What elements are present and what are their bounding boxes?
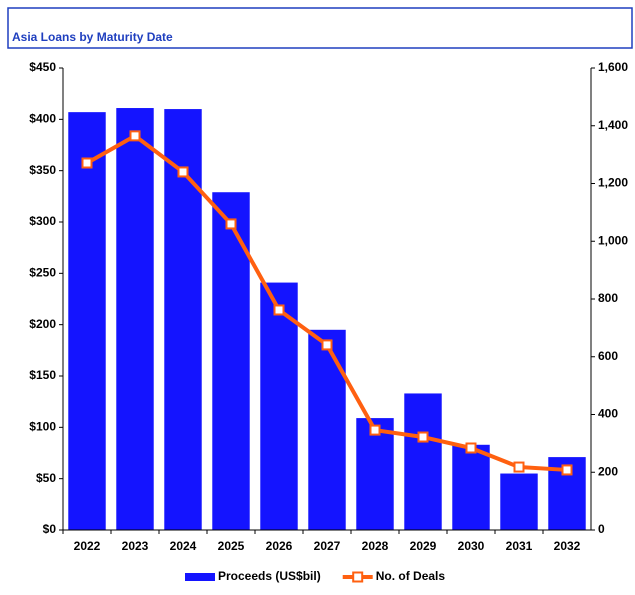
legend-label: Proceeds (US$bil): [218, 569, 321, 583]
y-tick-label: $250: [29, 266, 56, 280]
y2-tick-label: 1,200: [598, 176, 628, 190]
x-tick-label: 2028: [362, 539, 389, 553]
line-marker: [81, 157, 93, 169]
legend-swatch: [352, 571, 364, 583]
y-tick-label: $200: [29, 317, 56, 331]
legend-label: No. of Deals: [376, 569, 446, 583]
line-marker: [273, 304, 285, 316]
title-frame: [7, 7, 633, 49]
line-marker: [369, 424, 381, 436]
line-marker: [465, 442, 477, 454]
x-tick-label: 2027: [314, 539, 341, 553]
line-marker: [417, 431, 429, 443]
line-marker: [129, 130, 141, 142]
x-tick-label: 2025: [218, 539, 245, 553]
y2-tick-label: 1,400: [598, 118, 628, 132]
line-marker: [321, 339, 333, 351]
y-tick-label: $100: [29, 420, 56, 434]
chart-title: Asia Loans by Maturity Date: [12, 30, 173, 44]
bar: [308, 329, 346, 530]
bar: [116, 108, 154, 530]
bar: [452, 444, 490, 530]
y2-tick-label: 400: [598, 407, 618, 421]
x-tick-label: 2024: [170, 539, 197, 553]
bar: [356, 418, 394, 530]
bar: [164, 109, 202, 531]
y-tick-label: $450: [29, 60, 56, 74]
legend-swatch: [185, 573, 215, 581]
x-tick-label: 2022: [74, 539, 101, 553]
x-tick-label: 2029: [410, 539, 437, 553]
y-tick-label: $50: [36, 471, 56, 485]
y-tick-label: $150: [29, 368, 56, 382]
y2-tick-label: 1,000: [598, 233, 628, 247]
bar: [404, 393, 442, 530]
x-tick-label: 2023: [122, 539, 149, 553]
bar: [68, 112, 106, 530]
y-tick-label: $350: [29, 163, 56, 177]
bar: [212, 192, 250, 530]
line-marker: [177, 166, 189, 178]
y-tick-label: $400: [29, 112, 56, 126]
bar: [260, 282, 298, 530]
x-tick-label: 2030: [458, 539, 485, 553]
y2-tick-label: 0: [598, 522, 605, 536]
x-tick-label: 2031: [506, 539, 533, 553]
y-tick-label: $0: [43, 522, 57, 536]
y2-tick-label: 800: [598, 291, 618, 305]
y2-tick-label: 1,600: [598, 60, 628, 74]
bar: [500, 473, 538, 530]
x-tick-label: 2032: [554, 539, 581, 553]
y-tick-label: $300: [29, 214, 56, 228]
y2-tick-label: 200: [598, 464, 618, 478]
line-marker: [513, 461, 525, 473]
y2-tick-label: 600: [598, 349, 618, 363]
x-tick-label: 2026: [266, 539, 293, 553]
line-marker: [561, 464, 573, 476]
line-marker: [225, 218, 237, 230]
